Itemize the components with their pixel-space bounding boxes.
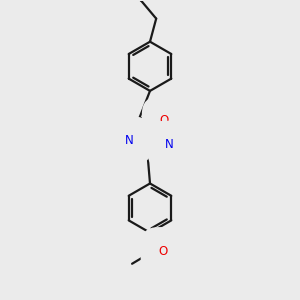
Text: O: O — [160, 114, 169, 127]
Text: O: O — [158, 245, 168, 258]
Text: N: N — [165, 138, 174, 152]
Text: N: N — [125, 134, 134, 147]
